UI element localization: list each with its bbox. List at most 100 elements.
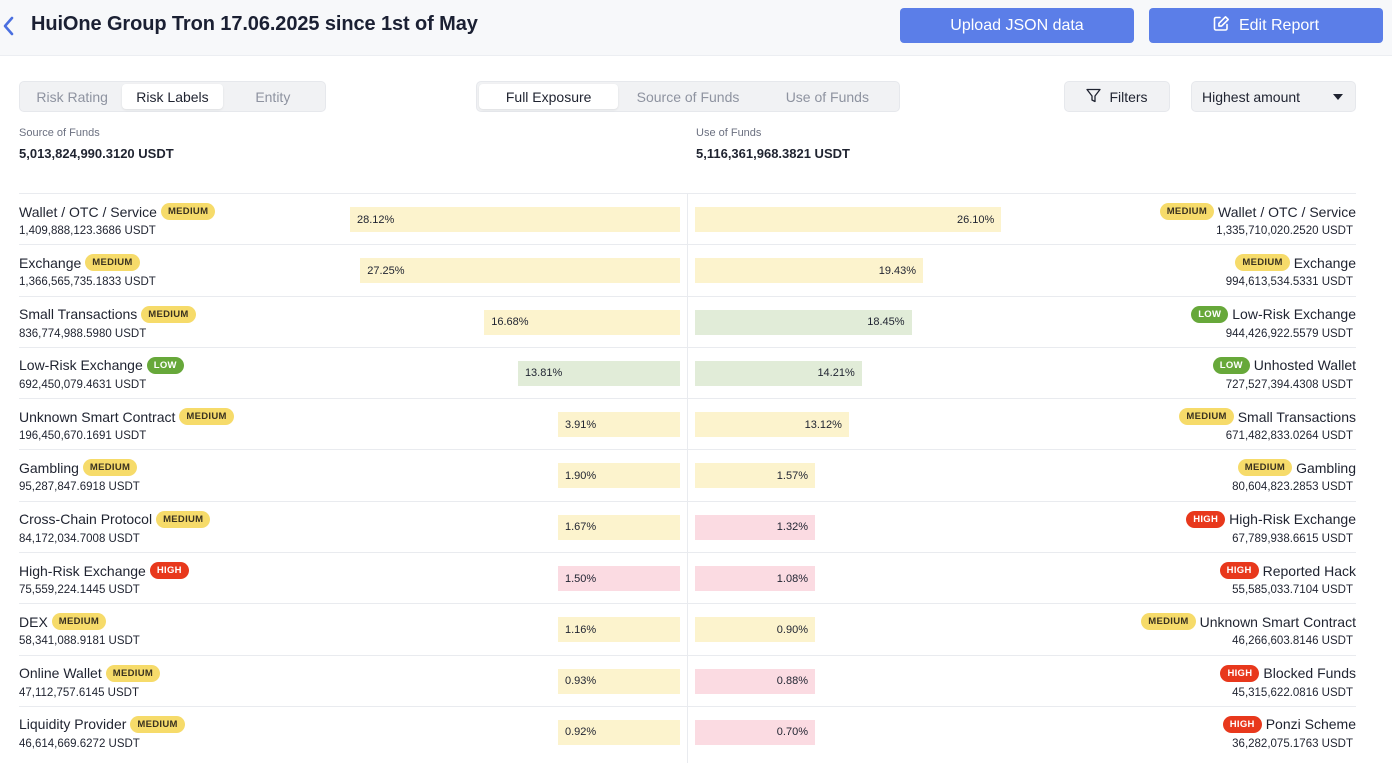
risk-badge: MEDIUM	[105, 664, 161, 682]
use-amount: 1,335,710,020.2520 USDT	[1216, 225, 1353, 237]
use-amount: 46,266,603.8146 USDT	[1232, 635, 1353, 648]
use-bar: 19.43%	[695, 258, 924, 284]
table-row: DEX MEDIUM 58,341,088.9181 USDT 1.16% MEDIUM…	[19, 603, 1356, 654]
tab-source-of-funds[interactable]: Source of Funds	[636, 88, 740, 105]
risk-badge: MEDIUM	[1235, 254, 1290, 272]
source-bar: 0.93%	[558, 668, 680, 694]
source-amount: 692,450,079.4631 USDT	[19, 378, 147, 391]
use-label[interactable]: HIGH Blocked Funds	[1220, 664, 1356, 682]
use-label[interactable]: MEDIUM Unknown Smart Contract	[1141, 613, 1356, 631]
source-bar: 28.12%	[350, 207, 680, 232]
use-bar: 0.88%	[695, 668, 815, 694]
use-label[interactable]: MEDIUM Small Transactions	[1179, 408, 1356, 426]
source-amount: 1,366,565,735.1833 USDT	[19, 276, 156, 289]
source-label-name: DEX	[19, 613, 48, 630]
source-label-name: Exchange	[19, 254, 82, 271]
upload-json-label: Upload JSON data	[950, 16, 1084, 34]
use-label-name: Gambling	[1296, 459, 1356, 476]
source-bar: 3.91%	[558, 412, 680, 438]
edit-report-button[interactable]: Edit Report	[1149, 8, 1383, 43]
exposure-table: Wallet / OTC / Service MEDIUM 1,409,888,12…	[19, 193, 1356, 757]
source-label[interactable]: DEX MEDIUM	[19, 613, 107, 631]
source-of-funds-total: 5,013,824,990.3120 USDT	[19, 146, 174, 161]
column-divider	[687, 193, 688, 763]
upload-json-button[interactable]: Upload JSON data	[900, 8, 1134, 43]
use-label-name: Ponzi Scheme	[1265, 716, 1356, 733]
source-label[interactable]: Cross-Chain Protocol MEDIUM	[19, 510, 211, 528]
source-amount: 75,559,224.1445 USDT	[19, 584, 140, 597]
use-amount: 944,426,922.5579 USDT	[1225, 327, 1353, 340]
source-label-name: Low-Risk Exchange	[19, 357, 143, 374]
source-label[interactable]: Liquidity Provider MEDIUM	[19, 715, 185, 733]
table-row: Wallet / OTC / Service MEDIUM 1,409,888,12…	[19, 193, 1356, 244]
source-bar: 1.90%	[558, 463, 680, 489]
use-amount: 80,604,823.2853 USDT	[1232, 481, 1353, 494]
tab-use-of-funds[interactable]: Use of Funds	[785, 88, 869, 105]
use-bar: 0.70%	[695, 719, 815, 745]
table-row: Cross-Chain Protocol MEDIUM 84,172,034.700…	[19, 500, 1356, 552]
use-label-name: High-Risk Exchange	[1229, 511, 1356, 528]
source-label[interactable]: Wallet / OTC / Service MEDIUM	[19, 203, 216, 220]
tab-risk-labels[interactable]: Risk Labels	[122, 84, 223, 109]
use-label[interactable]: HIGH High-Risk Exchange	[1186, 510, 1356, 528]
risk-badge: HIGH	[1222, 715, 1262, 733]
use-amount: 45,315,622.0816 USDT	[1232, 686, 1353, 699]
source-label[interactable]: Unknown Smart Contract MEDIUM	[19, 408, 234, 426]
table-row: Small Transactions MEDIUM 836,774,988.5980…	[19, 295, 1356, 347]
source-bar: 1.16%	[558, 617, 680, 643]
use-bar: 1.32%	[695, 514, 815, 540]
tab-entity[interactable]: Entity	[255, 88, 291, 105]
risk-badge: MEDIUM	[1159, 203, 1215, 220]
source-label-name: Liquidity Provider	[19, 716, 127, 733]
source-label[interactable]: Exchange MEDIUM	[19, 254, 140, 272]
risk-badge: HIGH	[1220, 664, 1260, 682]
top-bar: HuiOne Group Tron 17.06.2025 since 1st o…	[0, 0, 1392, 56]
source-amount: 46,614,669.6272 USDT	[19, 737, 140, 750]
use-bar: 18.45%	[695, 309, 912, 335]
table-row: High-Risk Exchange HIGH 75,559,224.1445 US…	[19, 552, 1356, 603]
source-amount: 1,409,888,123.3686 USDT	[19, 225, 156, 237]
use-label[interactable]: LOW Unhosted Wallet	[1212, 356, 1356, 374]
sort-select[interactable]: Highest amount	[1191, 81, 1356, 112]
table-row: Unknown Smart Contract MEDIUM 196,450,670.…	[19, 398, 1356, 449]
tab-full-exposure[interactable]: Full Exposure	[479, 84, 619, 109]
use-label[interactable]: MEDIUM Gambling	[1237, 459, 1356, 477]
flow-tabs: Full Exposure Source of Funds Use of Fun…	[476, 81, 900, 112]
source-label[interactable]: High-Risk Exchange HIGH	[19, 562, 189, 580]
use-amount: 67,789,938.6615 USDT	[1232, 532, 1353, 545]
table-row: Low-Risk Exchange LOW 692,450,079.4631 USD…	[19, 346, 1356, 398]
source-amount: 47,112,757.6145 USDT	[19, 686, 139, 699]
source-bar: 27.25%	[360, 258, 680, 284]
risk-badge: MEDIUM	[1179, 408, 1234, 426]
risk-badge: MEDIUM	[160, 203, 216, 220]
source-bar: 0.92%	[558, 719, 680, 745]
use-label-name: Low-Risk Exchange	[1232, 306, 1356, 323]
edit-icon	[1213, 15, 1230, 37]
source-label[interactable]: Low-Risk Exchange LOW	[19, 356, 184, 374]
source-amount: 84,172,034.7008 USDT	[19, 532, 140, 545]
source-label-name: Online Wallet	[19, 665, 102, 682]
source-bar: 1.67%	[558, 514, 680, 540]
back-arrow-icon[interactable]	[0, 12, 18, 40]
risk-badge: LOW	[146, 356, 184, 374]
use-label-name: Unknown Smart Contract	[1199, 613, 1356, 630]
source-label[interactable]: Gambling MEDIUM	[19, 459, 138, 477]
use-bar: 26.10%	[695, 207, 1002, 232]
view-tabs: Risk Rating Risk Labels Entity	[19, 81, 326, 112]
source-label-name: Cross-Chain Protocol	[19, 511, 153, 528]
use-of-funds-total: 5,116,361,968.3821 USDT	[696, 146, 850, 161]
sort-selected-value: Highest amount	[1202, 88, 1301, 105]
use-amount: 671,482,833.0264 USDT	[1225, 430, 1353, 443]
tab-risk-rating[interactable]: Risk Rating	[36, 88, 108, 105]
use-label[interactable]: HIGH Reported Hack	[1219, 562, 1356, 580]
report-title: HuiOne Group Tron 17.06.2025 since 1st o…	[31, 13, 478, 35]
use-label[interactable]: HIGH Ponzi Scheme	[1222, 715, 1356, 733]
source-amount: 196,450,670.1691 USDT	[19, 430, 147, 443]
use-label[interactable]: MEDIUM Wallet / OTC / Service	[1159, 203, 1356, 220]
use-label-name: Blocked Funds	[1263, 665, 1356, 682]
use-label[interactable]: LOW Low-Risk Exchange	[1191, 305, 1356, 323]
filters-button[interactable]: Filters	[1064, 81, 1170, 112]
source-label[interactable]: Online Wallet MEDIUM	[19, 664, 161, 682]
source-label[interactable]: Small Transactions MEDIUM	[19, 305, 196, 323]
use-label[interactable]: MEDIUM Exchange	[1235, 254, 1356, 272]
